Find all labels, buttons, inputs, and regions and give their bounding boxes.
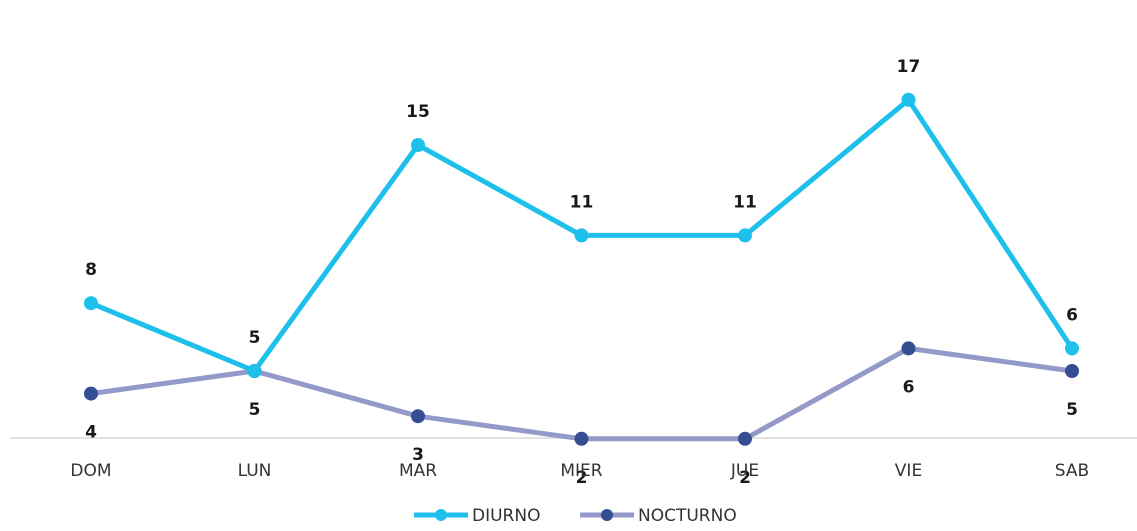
legend-item-diurno: DIURNO: [414, 506, 540, 526]
data-label-diurno-vie: 17: [897, 57, 921, 77]
data-label-nocturno-mar: 3: [412, 445, 424, 465]
data-label-diurno-mier: 11: [570, 192, 594, 212]
x-tick-label-lun: LUN: [238, 461, 272, 481]
marker-nocturno-sab: [1065, 364, 1079, 378]
x-tick-label-jue: JUE: [730, 461, 759, 481]
data-label-diurno-jue: 11: [733, 192, 757, 212]
marker-nocturno-mier: [574, 431, 589, 446]
legend-swatch-marker-diurno: [435, 509, 447, 521]
data-label-nocturno-vie: 6: [903, 377, 915, 397]
marker-diurno-mar: [411, 138, 425, 152]
series-lines: [88, 97, 1075, 442]
x-tick-label-vie: VIE: [895, 461, 922, 481]
legend-item-nocturno: NOCTURNO: [580, 506, 737, 526]
legend-swatch-marker-nocturno: [601, 509, 613, 521]
legend-label-nocturno: NOCTURNO: [638, 506, 737, 526]
data-label-nocturno-lun: 5: [249, 400, 261, 420]
marker-diurno-mier: [574, 228, 589, 243]
series-markers: [84, 92, 1079, 446]
data-label-diurno-sab: 6: [1066, 305, 1078, 325]
data-label-nocturno-mier: 2: [576, 468, 588, 488]
data-labels: 4 5 3 2 2 6 5 8 5 15 11 11 17 6: [85, 57, 1078, 488]
data-label-nocturno-jue: 2: [739, 468, 751, 488]
data-label-nocturno-sab: 5: [1066, 400, 1078, 420]
data-label-nocturno-dom: 4: [85, 423, 97, 443]
marker-nocturno-jue: [738, 431, 752, 446]
marker-diurno-lun: [247, 364, 262, 378]
x-tick-label-mar: MAR: [399, 461, 437, 481]
legend: DIURNO NOCTURNO: [414, 506, 737, 526]
marker-diurno-vie: [901, 92, 916, 107]
marker-diurno-dom: [84, 296, 98, 311]
marker-nocturno-dom: [84, 386, 98, 401]
marker-diurno-jue: [738, 228, 752, 243]
x-tick-label-mier: MIER: [560, 461, 602, 481]
data-label-diurno-lun: 5: [249, 328, 261, 348]
marker-nocturno-vie: [901, 341, 916, 356]
x-tick-label-dom: DOM: [70, 461, 111, 481]
data-label-diurno-dom: 8: [85, 260, 97, 280]
marker-nocturno-mar: [411, 409, 425, 424]
marker-diurno-sab: [1065, 341, 1079, 356]
x-tick-labels: DOM LUN MAR MIER JUE VIE SAB: [70, 461, 1089, 481]
x-tick-label-sab: SAB: [1055, 461, 1089, 481]
legend-label-diurno: DIURNO: [472, 506, 540, 526]
data-label-diurno-mar: 15: [406, 102, 430, 122]
